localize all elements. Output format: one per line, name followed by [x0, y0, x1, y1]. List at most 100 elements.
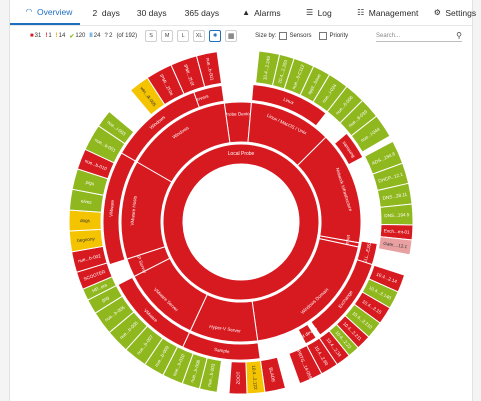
sunburst-label: Exch...mt-01 [384, 228, 410, 235]
sunburst-label: nue...b-002 [77, 253, 101, 263]
sunburst-segment-vmware[interactable] [117, 276, 191, 348]
tab-settings[interactable]: ⚙ Settings [426, 0, 481, 25]
sunburst-segment-windows[interactable] [136, 102, 231, 183]
sunburst-label: Linux [283, 97, 296, 106]
status-count-1[interactable]: ! 1 [45, 33, 51, 39]
sunburst-label: DELL...E352C [362, 237, 374, 267]
priority-checkbox[interactable] [319, 32, 328, 40]
sunburst-segment-nue-l-044[interactable] [350, 115, 391, 153]
gear-icon: ⚙ [433, 8, 441, 17]
size-button-m[interactable]: M [161, 30, 174, 42]
tab-30-days[interactable]: 30 days [128, 0, 176, 25]
sunburst-label: Hyper-V Server [209, 324, 242, 334]
status-icon: ■ [30, 33, 34, 39]
sunburst-label: Internet [343, 234, 351, 251]
tab-alarms[interactable]: ▲ Alarms [229, 0, 290, 25]
status-count-4[interactable]: II 24 [89, 33, 100, 39]
status-icon: ! [55, 33, 58, 39]
sunburst-label: Sample [214, 347, 231, 354]
filter-toolbar: ■ 31! 1! 14 ✔ 120 II 24? 2 (of 192) S M L XL ✺ ▦ Si… [10, 25, 472, 47]
sunburst-segment-nue-i-003[interactable] [97, 110, 135, 145]
sunburst-label: HP...ers [91, 282, 108, 294]
sunburst-segment-zoot[interactable] [228, 361, 248, 395]
sunburst-label: begoony [77, 236, 96, 243]
tab-label: Overview [37, 6, 73, 17]
tab-label: Management [368, 7, 419, 18]
sunburst-label: 10.4...2.250 [277, 59, 288, 84]
sunburst-segment-samsung[interactable] [333, 132, 364, 166]
sunburst-label: Probe Device [224, 111, 252, 117]
sunburst-segment-gate-12-1[interactable] [377, 236, 413, 256]
status-count-2[interactable]: ! 14 [56, 33, 66, 39]
size-button-s[interactable]: S [145, 30, 158, 42]
sunburst-segment-local-probe[interactable] [162, 143, 320, 301]
sensors-label: Sensors [289, 33, 312, 39]
sunburst-label: nue...b-008 [190, 359, 202, 383]
tab-log[interactable]: ☰ Log [291, 0, 342, 25]
search-input[interactable]: Search... ⚲ [376, 30, 462, 42]
sunburst-label: 10.4...2.122 [251, 365, 258, 390]
status-count-value: 2 [109, 33, 113, 39]
search-placeholder: Search... [376, 32, 401, 39]
status-icon: II [89, 33, 93, 39]
status-icon: ? [104, 33, 109, 39]
sunburst-segment-exchange[interactable] [310, 259, 373, 336]
size-buttons: S M L XL [145, 30, 209, 42]
tab-2-days[interactable]: 2 days [80, 0, 127, 25]
warning-icon: ▲ [242, 8, 251, 17]
status-count-5[interactable]: ? 2 [104, 33, 112, 39]
grid-view-icon[interactable]: ▦ [225, 30, 238, 42]
tab-365-days[interactable]: 365 days [176, 0, 230, 25]
main-panel: ◠ Overview 2 days 30 days 365 days ▲ Ala… [9, 0, 476, 401]
sunburst-segment-linux[interactable] [251, 83, 327, 127]
sunburst-segment-windows[interactable] [120, 91, 200, 162]
sunburst-label: pigs [85, 179, 95, 186]
status-count-value: 120 [75, 33, 86, 39]
status-count-value: 31 [34, 33, 42, 39]
sunburst-label: Local Probe [228, 151, 255, 157]
size-by-label: Size by: [255, 33, 277, 39]
status-icon: ! [45, 33, 48, 39]
tab-overview[interactable]: ◠ Overview [10, 0, 81, 25]
sensors-checkbox[interactable] [279, 32, 288, 40]
size-button-l[interactable]: L [177, 30, 190, 42]
sunburst-label: DNS...28.11 [382, 192, 408, 201]
tab-label: 365 days [184, 7, 220, 18]
sunburst-label: dogs [80, 218, 91, 223]
tab-label: Settings [445, 7, 477, 18]
sunburst-label: nue...b-001 [205, 57, 215, 81]
status-counts: ■ 31! 1! 14 ✔ 120 II 24? 2 [30, 33, 116, 40]
sunburst-label: ZOOT [236, 371, 241, 384]
status-count-3[interactable]: ✔ 120 [69, 33, 85, 40]
sunburst-label: elves [81, 198, 93, 204]
size-button-xl[interactable]: XL [193, 30, 206, 42]
tab-label: 2 days [92, 7, 120, 18]
sunburst-label: VMware [108, 199, 115, 217]
sunburst-label: Gate....12.1 [383, 241, 408, 250]
sliders-icon: ☷ [357, 8, 365, 17]
sunburst-label: 10.4...2.249 [262, 55, 271, 80]
priority-label: Priority [329, 33, 349, 39]
sunburst-segment-prtg-14-059[interactable] [288, 344, 323, 385]
sunburst-segment-nue-b-001[interactable] [195, 51, 223, 88]
status-count-0[interactable]: ■ 31 [30, 33, 41, 39]
total-count: (of 192) [116, 33, 138, 39]
status-count-value: 1 [48, 33, 52, 39]
search-icon: ⚲ [456, 31, 462, 40]
gauge-icon: ◠ [25, 7, 33, 16]
list-icon: ☰ [305, 8, 314, 17]
tab-management[interactable]: ☷ Management [342, 0, 427, 25]
tab-bar: ◠ Overview 2 days 30 days 365 days ▲ Ala… [10, 0, 476, 26]
tab-label: Alarms [254, 7, 281, 18]
status-count-value: 24 [93, 33, 101, 39]
sunburst-label: gsg [101, 295, 110, 303]
sunburst-label: Servers [193, 93, 210, 103]
status-count-value: 14 [58, 33, 66, 39]
sunburst-segment-test-device[interactable] [297, 323, 317, 345]
sunburst-label: DNS...194.5 [384, 212, 410, 218]
sunburst-label: VMware Hosts [130, 195, 138, 226]
sunburst-label: BLADE [268, 367, 276, 383]
sunburst-view-icon[interactable]: ✺ [209, 30, 222, 42]
tab-label: Log [317, 7, 332, 18]
